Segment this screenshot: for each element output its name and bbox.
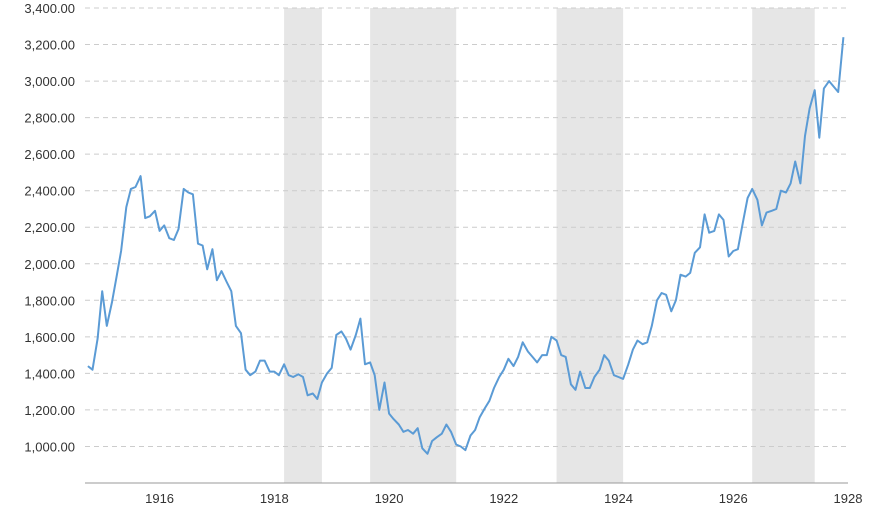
x-tick-label: 1916 [145, 491, 174, 506]
y-tick-label: 2,600.00 [24, 147, 75, 162]
grid-lines [85, 7, 848, 447]
recession-band-0 [284, 8, 322, 483]
y-tick-label: 1,000.00 [24, 439, 75, 454]
recession-band-1 [370, 8, 457, 483]
recession-bands [284, 8, 815, 483]
y-tick-label: 1,200.00 [24, 403, 75, 418]
y-tick-label: 2,000.00 [24, 257, 75, 272]
y-tick-label: 2,800.00 [24, 111, 75, 126]
series-layer [87, 37, 845, 455]
recession-band-2 [556, 8, 624, 483]
series-line-0 [87, 37, 845, 455]
x-tick-label: 1920 [375, 491, 404, 506]
x-tick-label: 1918 [260, 491, 289, 506]
y-tick-label: 1,600.00 [24, 330, 75, 345]
y-axis-tick-labels: 1,000.00 1,200.00 1,400.00 1,600.00 1,800.00… [24, 1, 75, 454]
x-axis-tick-labels: 1916 1918 1920 1922 1924 1926 1928 [145, 491, 862, 506]
recession-band-3 [752, 8, 815, 483]
y-tick-label: 2,400.00 [24, 184, 75, 199]
y-tick-label: 3,400.00 [24, 1, 75, 16]
y-tick-label: 1,400.00 [24, 366, 75, 381]
x-tick-label: 1926 [719, 491, 748, 506]
y-tick-label: 3,000.00 [24, 74, 75, 89]
x-tick-label: 1922 [489, 491, 518, 506]
y-tick-label: 2,200.00 [24, 220, 75, 235]
y-tick-label: 3,200.00 [24, 38, 75, 53]
x-tick-label: 1924 [604, 491, 633, 506]
y-tick-label: 1,800.00 [24, 293, 75, 308]
x-tick-label: 1928 [834, 491, 863, 506]
